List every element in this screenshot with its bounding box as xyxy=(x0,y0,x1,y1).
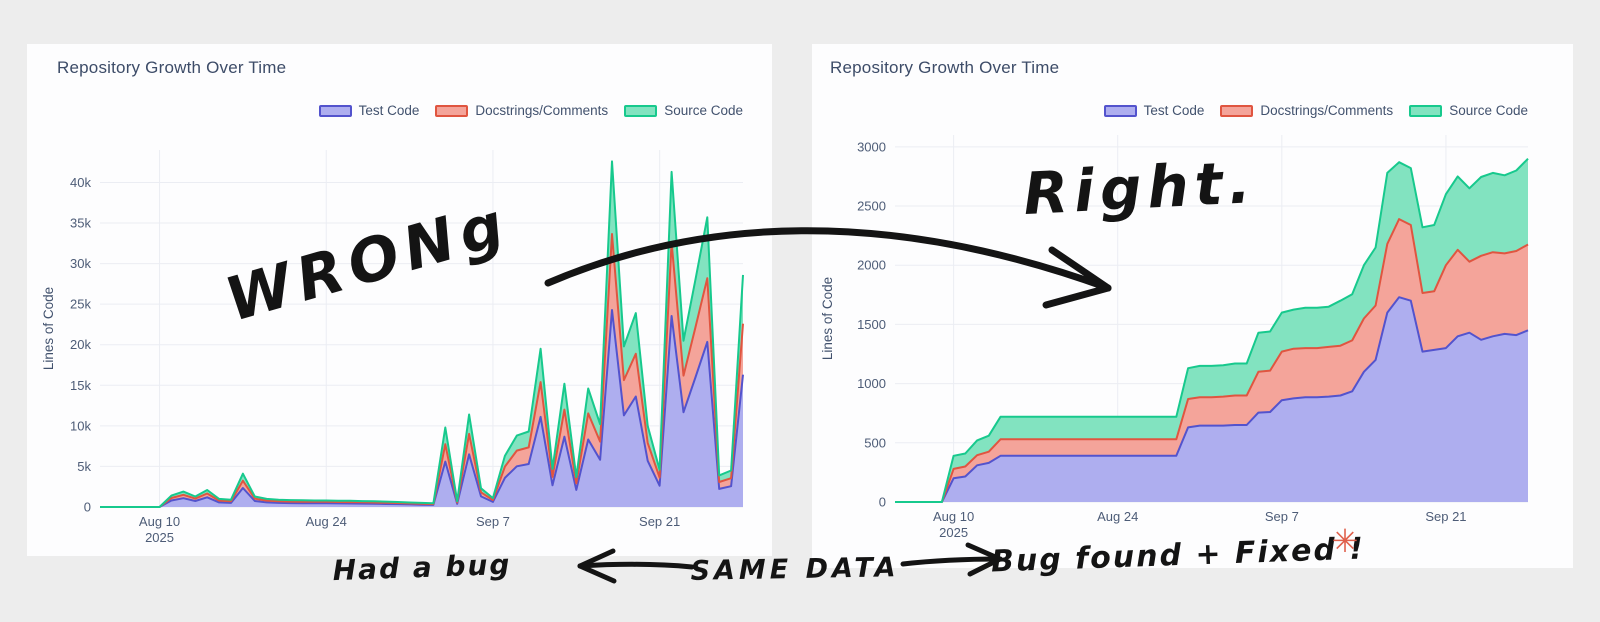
y-tick-label: 1000 xyxy=(857,376,886,391)
x-tick-label: Aug 24 xyxy=(1097,509,1138,524)
legend-item-source-code[interactable]: Source Code xyxy=(1409,103,1528,118)
wrong-chart-card: 0 5k 10k 15k 20k 25k 30k 35k 40k Aug 10 2025 Aug 24… xyxy=(27,44,772,556)
x-tick-label: Sep 21 xyxy=(639,514,680,529)
y-tick-label: 2500 xyxy=(857,199,886,214)
y-tick-label: 10k xyxy=(70,418,91,433)
legend: Test Code Docstrings/Comments Source Cod… xyxy=(1103,103,1528,118)
chart-title: Repository Growth Over Time xyxy=(57,58,287,77)
x-tick-label: Sep 7 xyxy=(476,514,510,529)
x-tick-label: Aug 24 xyxy=(306,514,347,529)
legend-item-test-code[interactable]: Test Code xyxy=(1103,103,1205,118)
legend-label: Test Code xyxy=(1143,103,1205,118)
x-tick-label: Sep 21 xyxy=(1425,509,1466,524)
legend-item-test-code[interactable]: Test Code xyxy=(318,103,420,118)
line-source-code xyxy=(100,160,744,508)
y-axis-title: Lines of Code xyxy=(41,287,56,370)
line-docstrings-comments xyxy=(895,218,1529,503)
line-test-code xyxy=(895,296,1529,503)
chart-title: Repository Growth Over Time xyxy=(830,58,1060,77)
legend-label: Docstrings/Comments xyxy=(1260,103,1394,118)
y-tick-label: 40k xyxy=(70,175,91,190)
legend: Test Code Docstrings/Comments Source Cod… xyxy=(318,103,743,118)
x-tick-label: Aug 10 xyxy=(139,514,180,529)
y-tick-label: 35k xyxy=(70,216,91,231)
y-tick-label: 3000 xyxy=(857,139,886,154)
area-test-code xyxy=(100,310,743,507)
docstrings-swatch-icon xyxy=(435,104,469,117)
y-tick-label: 0 xyxy=(84,500,91,515)
legend-item-docstrings[interactable]: Docstrings/Comments xyxy=(1220,103,1393,118)
left-arrowhead-lower-barb xyxy=(577,563,617,584)
y-tick-label: 2000 xyxy=(857,258,886,273)
y-tick-label: 15k xyxy=(70,378,91,393)
legend-item-docstrings[interactable]: Docstrings/Comments xyxy=(435,103,608,118)
x-tick-year-label: 2025 xyxy=(939,525,968,540)
y-tick-label: 25k xyxy=(70,297,91,312)
test-code-swatch-icon xyxy=(1103,104,1137,117)
legend-label: Test Code xyxy=(358,103,420,118)
docstrings-swatch-icon xyxy=(1220,104,1254,117)
x-tick-year-label: 2025 xyxy=(145,530,174,545)
source-code-swatch-icon xyxy=(1409,104,1443,117)
right-chart-card: 0 500 1000 1500 2000 2500 3000 Aug 10 2025 Aug 24… xyxy=(812,44,1573,568)
test-code-swatch-icon xyxy=(318,104,352,117)
legend-item-source-code[interactable]: Source Code xyxy=(624,103,743,118)
y-tick-label: 5k xyxy=(77,459,91,474)
legend-label: Source Code xyxy=(1449,103,1528,118)
y-tick-label: 1500 xyxy=(857,317,886,332)
x-tick-label: Sep 7 xyxy=(1265,509,1299,524)
y-tick-label: 500 xyxy=(864,435,886,450)
y-tick-label: 30k xyxy=(70,256,91,271)
legend-label: Docstrings/Comments xyxy=(475,103,609,118)
same-data-left-arrow xyxy=(577,561,695,570)
y-axis-title: Lines of Code xyxy=(820,277,835,360)
area-test-code xyxy=(895,297,1528,502)
x-tick-label: Aug 10 xyxy=(933,509,974,524)
source-code-swatch-icon xyxy=(624,104,658,117)
y-tick-label: 0 xyxy=(879,495,886,510)
line-source-code xyxy=(895,157,1529,503)
y-tick-label: 20k xyxy=(70,337,91,352)
legend-label: Source Code xyxy=(664,103,743,118)
